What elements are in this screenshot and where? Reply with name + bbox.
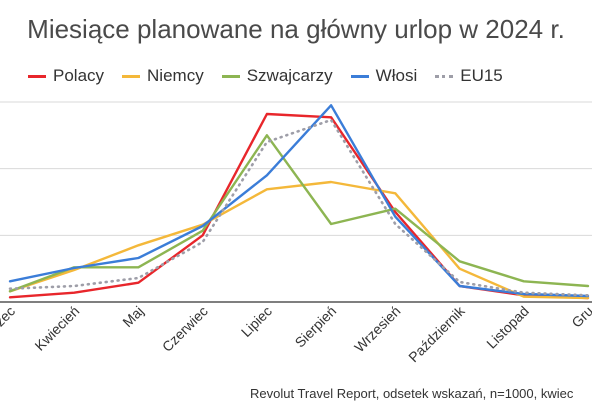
- x-tick-label: rzec: [0, 303, 18, 333]
- x-tick-label: Sierpień: [292, 303, 340, 351]
- legend-label: Szwajcarzy: [246, 66, 333, 85]
- x-tick-label: Listopad: [483, 303, 532, 352]
- legend-item-eu15: EU15: [435, 66, 503, 86]
- x-tick-label: Maj: [119, 303, 146, 330]
- series-line-niemcy: [8, 180, 590, 300]
- legend-item-w-osi: Włosi: [350, 66, 418, 86]
- legend-label: Niemcy: [147, 66, 204, 85]
- legend-swatch: [122, 74, 141, 78]
- x-tick-label: Czerwiec: [159, 303, 211, 355]
- legend-label: Polacy: [53, 66, 105, 85]
- series-line-eu15: [8, 118, 590, 297]
- legend-item-niemcy: Niemcy: [122, 66, 204, 86]
- legend-item-szwajcarzy: Szwajcarzy: [221, 66, 333, 86]
- legend-label: EU15: [460, 66, 503, 85]
- x-tick-label: Październik: [405, 302, 468, 365]
- series-line-szwajcarzy: [8, 134, 590, 293]
- legend-swatch: [221, 74, 240, 78]
- legend-label: Włosi: [375, 66, 418, 85]
- x-tick-label: Lipiec: [238, 303, 275, 340]
- legend-swatch: [435, 74, 454, 78]
- x-tick-label: Gru: [568, 303, 592, 331]
- legend-swatch: [350, 74, 369, 78]
- legend-item-polacy: Polacy: [28, 66, 104, 86]
- source-note: Revolut Travel Report, odsetek wskazań, …: [250, 386, 574, 401]
- series-line-w-osi: [8, 104, 590, 298]
- chart-title: Miesiące planowane na główny urlop w 202…: [27, 14, 565, 44]
- legend-swatch: [28, 74, 46, 78]
- x-tick-label: Wrzesień: [351, 303, 403, 355]
- x-tick-label: Kwiecień: [31, 303, 82, 354]
- chart-legend: Polacy Niemcy Szwajcarzy Włosi EU15: [28, 66, 503, 86]
